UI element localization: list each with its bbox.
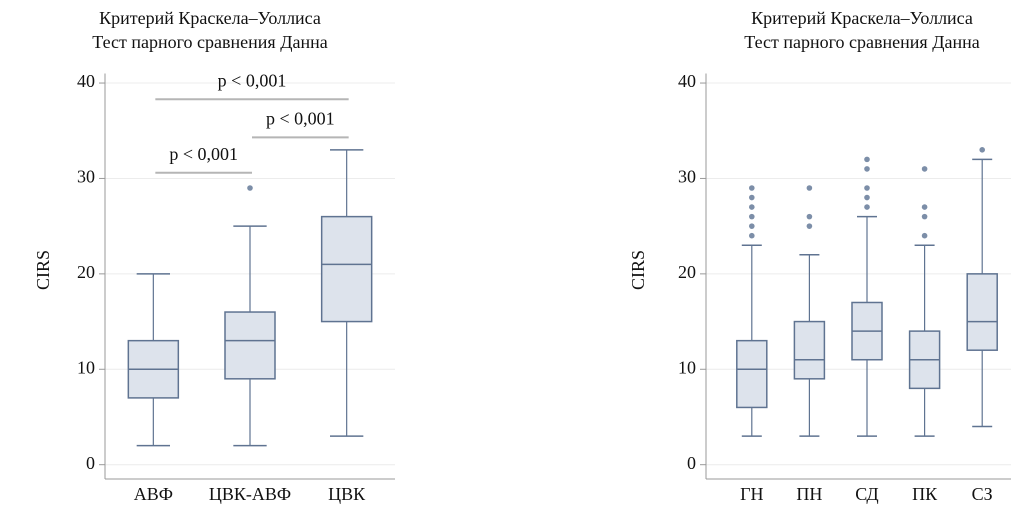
- x-tick-label: АВФ: [134, 484, 173, 504]
- chart-title: Критерий Краскела–Уоллиса: [99, 8, 321, 28]
- outlier: [979, 147, 985, 153]
- significance-label: p < 0,001: [169, 144, 238, 164]
- outlier: [864, 156, 870, 163]
- y-axis-label: CIRS: [628, 250, 648, 290]
- box: [736, 339, 768, 409]
- chart-title: Критерий Краскела–Уоллиса: [751, 8, 973, 28]
- outlier: [749, 223, 755, 229]
- y-tick-label: 20: [77, 262, 95, 282]
- outlier: [864, 194, 870, 201]
- significance-label: p < 0,001: [266, 109, 335, 129]
- outlier: [864, 166, 870, 172]
- box: [320, 215, 373, 323]
- x-tick-label: ПК: [912, 484, 938, 504]
- x-tick-label: ПН: [796, 484, 822, 504]
- outlier: [806, 185, 813, 191]
- significance-label: p < 0,001: [218, 70, 287, 90]
- y-tick-label: 10: [678, 357, 696, 377]
- box: [966, 273, 998, 351]
- y-tick-label: 0: [86, 453, 95, 473]
- outlier: [921, 232, 928, 239]
- outlier: [749, 185, 755, 191]
- x-tick-label: СЗ: [972, 484, 993, 504]
- outlier: [806, 223, 813, 229]
- y-tick-label: 10: [77, 357, 95, 377]
- outlier: [921, 213, 928, 220]
- y-tick-label: 40: [678, 71, 696, 91]
- chart-subtitle: Тест парного сравнения Данна: [744, 32, 979, 52]
- x-tick-label: ГН: [740, 484, 763, 504]
- outlier: [749, 194, 755, 201]
- outlier: [749, 204, 755, 210]
- y-tick-label: 0: [687, 453, 696, 473]
- y-tick-label: 20: [678, 262, 696, 282]
- y-tick-label: 30: [678, 167, 696, 187]
- x-tick-label: ЦВК: [328, 484, 366, 504]
- outlier: [806, 213, 813, 220]
- x-tick-label: СД: [855, 484, 878, 504]
- x-tick-label: ЦВК-АВФ: [209, 484, 291, 504]
- outlier: [921, 204, 928, 210]
- outlier: [749, 213, 755, 220]
- box: [224, 311, 276, 380]
- outlier: [749, 232, 755, 239]
- y-axis-label: CIRS: [33, 250, 53, 290]
- outlier: [864, 204, 870, 210]
- box: [793, 320, 826, 380]
- chart-subtitle: Тест парного сравнения Данна: [92, 32, 327, 52]
- y-tick-label: 30: [77, 167, 95, 187]
- outlier: [247, 185, 253, 191]
- outlier: [864, 185, 870, 191]
- y-tick-label: 40: [77, 71, 95, 91]
- outlier: [921, 166, 928, 172]
